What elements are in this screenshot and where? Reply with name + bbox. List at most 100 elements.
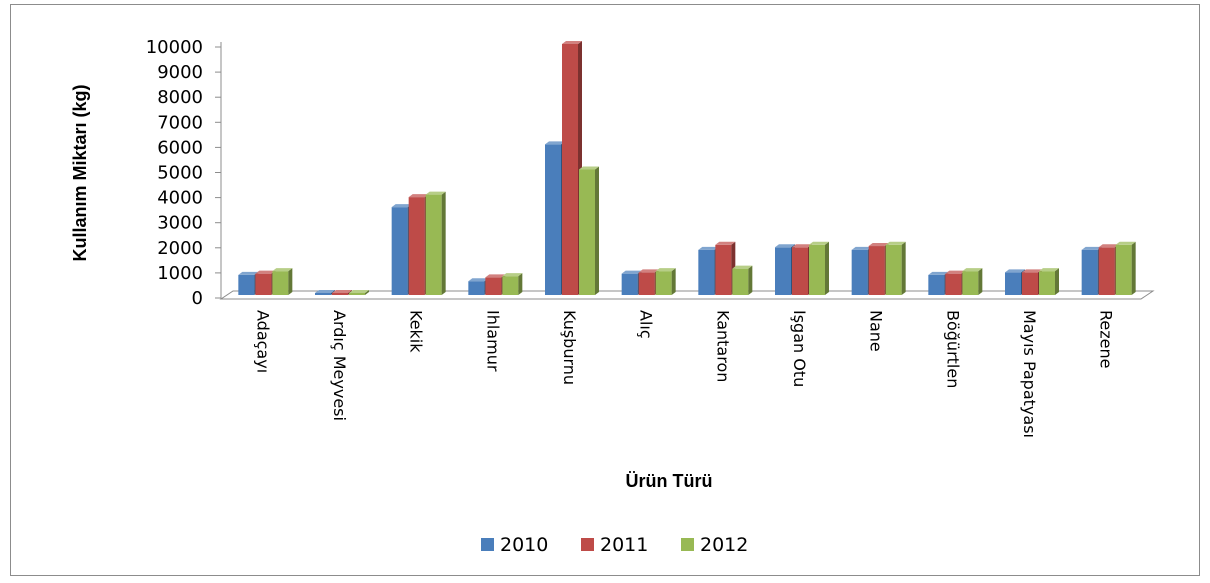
legend: 2010 2011 2012 (481, 534, 748, 556)
bar-top (621, 270, 642, 274)
bar-side (1131, 241, 1136, 295)
bar-front (272, 271, 289, 295)
x-category-label: Alıç (637, 310, 656, 339)
y-tick-label: 5000 (157, 163, 203, 184)
y-tick-label: 8000 (157, 87, 203, 108)
x-category-label: Ardıç Meyvesi (330, 310, 349, 421)
y-axis-title: Kullanım Miktarı (kg) (70, 84, 90, 261)
x-category-label: Mayıs Papatyası (1020, 310, 1039, 438)
bar-front (468, 281, 485, 295)
bar-front (1115, 244, 1132, 295)
bar-front (621, 273, 638, 295)
bar-front (391, 207, 408, 295)
bar-front (545, 144, 561, 295)
bar-top (425, 191, 446, 195)
bar-top (638, 269, 659, 273)
x-category-label: Böğürtlen (943, 310, 962, 388)
bar-top (868, 243, 889, 247)
y-tick-label: 2000 (157, 238, 203, 259)
bar-front (732, 268, 749, 295)
x-category-label: Adaçayı (253, 310, 272, 373)
bar-top (545, 141, 565, 145)
bar-front (349, 293, 365, 295)
x-axis-title: Ürün Türü (626, 471, 713, 491)
bar-side (288, 268, 293, 295)
bar-side (671, 268, 676, 295)
bar-front (809, 244, 825, 295)
bar-top (332, 290, 352, 293)
bar-side (901, 241, 906, 295)
bar-top (1039, 268, 1059, 272)
y-axis: 0 1000 2000 3000 4000 5000 6000 7000 8000 9000 100… (146, 37, 222, 309)
y-tick-label: 3000 (157, 213, 203, 234)
bar-front (485, 277, 502, 295)
bar-front (1098, 247, 1115, 295)
bar-top (579, 166, 599, 170)
bar-front (885, 244, 902, 295)
legend-label: 2011 (600, 534, 648, 556)
bar (885, 241, 906, 295)
bar-top (485, 274, 506, 278)
bar-top (775, 244, 795, 248)
legend-swatch (581, 538, 594, 551)
bar-side (595, 166, 599, 295)
bar-top (962, 268, 983, 272)
legend-label: 2010 (500, 534, 548, 556)
bar (732, 265, 753, 295)
x-category-label: Işgan Otu (790, 310, 809, 387)
chart-frame: 0 1000 2000 3000 4000 5000 6000 7000 8000 9000 100… (10, 4, 1200, 576)
bar-top (1115, 241, 1136, 245)
bar (1039, 268, 1059, 295)
legend-item: 2012 (681, 534, 748, 556)
bar-front (425, 194, 442, 295)
x-axis-categories: Adaçayı Ardıç Meyvesi Kekik Ihlamur Kuşburnu… (253, 310, 1115, 438)
bar-top (1022, 269, 1042, 273)
bar (238, 271, 259, 295)
bar (655, 268, 676, 295)
bar-top (238, 271, 259, 275)
bar-front (1005, 272, 1021, 295)
bar-top (391, 204, 412, 208)
x-category-label: Nane (867, 310, 886, 352)
y-tick-label: 9000 (157, 62, 203, 83)
bar-top (562, 41, 582, 44)
bar-side (748, 265, 753, 295)
chart-floor (219, 290, 1155, 300)
y-tick-label: 0 (192, 288, 203, 309)
bar-side (365, 290, 369, 295)
bar-front (851, 249, 868, 295)
bar-top (715, 241, 736, 245)
bar-side (825, 241, 829, 295)
bar-top (1005, 269, 1025, 273)
bar-front (698, 249, 715, 295)
bar-top (502, 273, 523, 277)
legend-label: 2012 (700, 534, 748, 556)
bar-front (868, 246, 885, 295)
bar-top (928, 271, 949, 275)
bar-front (928, 274, 945, 295)
bar (638, 269, 659, 295)
bar-front (238, 274, 255, 295)
y-tick-label: 4000 (157, 188, 203, 209)
bar-front (775, 247, 791, 295)
bar (579, 166, 599, 295)
bar-front (315, 293, 331, 295)
bar-top (792, 244, 812, 248)
y-tick-label: 10000 (146, 37, 203, 58)
bar-front (945, 273, 962, 295)
bar-front (502, 276, 519, 295)
bar-top (272, 268, 293, 272)
bar-front (792, 247, 808, 295)
x-category-label: Ihlamur (483, 310, 502, 372)
bar-top (732, 265, 753, 269)
bar-side (518, 273, 523, 295)
bar-front (255, 273, 272, 295)
bar (962, 268, 983, 295)
bar-front (962, 271, 979, 295)
legend-item: 2010 (481, 534, 548, 556)
bar (1115, 241, 1136, 295)
chart-canvas: 0 1000 2000 3000 4000 5000 6000 7000 8000 9000 100… (70, 37, 1155, 556)
bar-front (1039, 271, 1055, 295)
x-category-label: Kekik (407, 310, 426, 353)
legend-swatch (481, 538, 494, 551)
